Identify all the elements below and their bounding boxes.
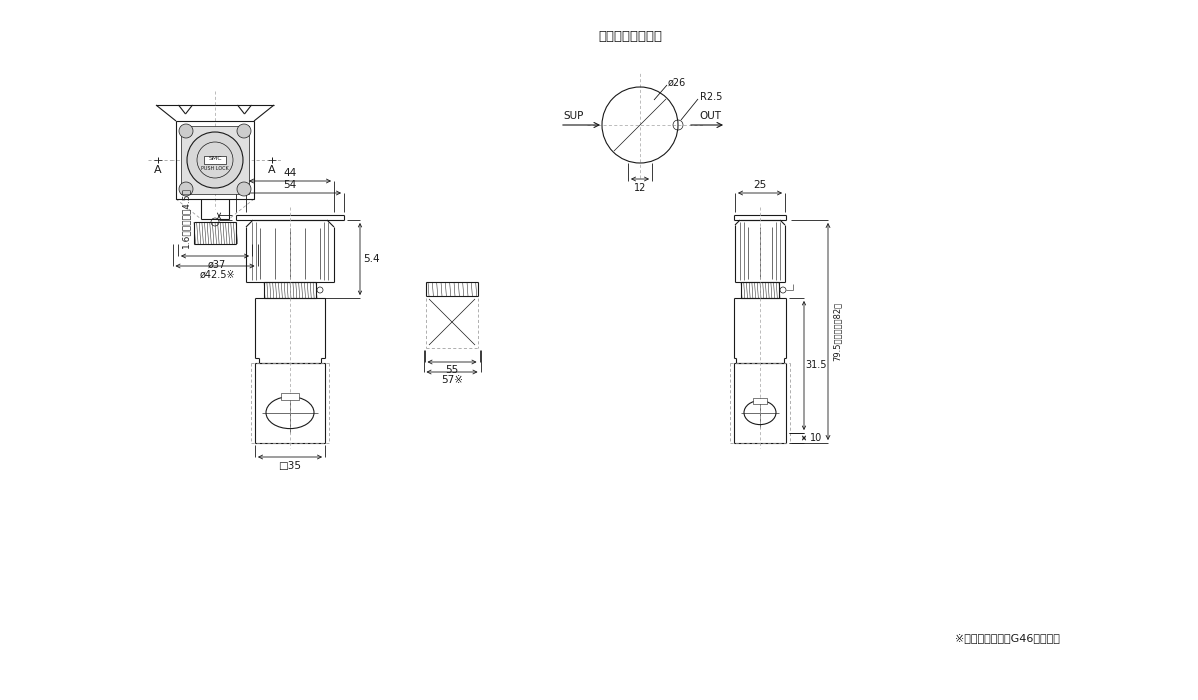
Text: 79.5（調圧時＝82）: 79.5（調圧時＝82） (833, 302, 842, 361)
Text: OUT: OUT (698, 111, 721, 121)
Text: A: A (268, 165, 276, 175)
Text: 44: 44 (284, 168, 297, 178)
Circle shape (179, 182, 193, 196)
Text: SUP: SUP (564, 111, 585, 121)
Bar (176, 121, 254, 199)
Text: ※印寸法は圧力計G46用です。: ※印寸法は圧力計G46用です。 (955, 633, 1060, 643)
Text: 57※: 57※ (441, 375, 462, 385)
Circle shape (237, 182, 252, 196)
Circle shape (237, 124, 252, 138)
Bar (282, 393, 300, 400)
Text: 55: 55 (446, 365, 459, 375)
Text: ø42.5※: ø42.5※ (199, 270, 235, 280)
Circle shape (179, 124, 193, 138)
Bar (754, 398, 767, 404)
Text: バネルカット寸法: バネルカット寸法 (598, 31, 662, 43)
Text: 12: 12 (634, 183, 646, 193)
Text: A: A (155, 165, 162, 175)
Text: ø37: ø37 (208, 260, 226, 270)
Text: ø26: ø26 (668, 78, 686, 88)
Text: 31.5: 31.5 (805, 360, 827, 370)
Text: 5.4: 5.4 (364, 254, 380, 264)
Text: 10: 10 (810, 433, 822, 443)
Text: 54: 54 (284, 180, 297, 190)
Text: PUSH LOCK: PUSH LOCK (201, 165, 229, 171)
Circle shape (187, 132, 243, 188)
Text: 1.6（最大厚サ4.5）: 1.6（最大厚サ4.5） (182, 187, 190, 248)
Text: SMC: SMC (208, 157, 222, 162)
Bar (204, 156, 226, 164)
Text: 25: 25 (754, 180, 767, 190)
Text: □35: □35 (278, 461, 302, 471)
Bar (181, 126, 249, 194)
Text: R2.5: R2.5 (700, 92, 722, 102)
